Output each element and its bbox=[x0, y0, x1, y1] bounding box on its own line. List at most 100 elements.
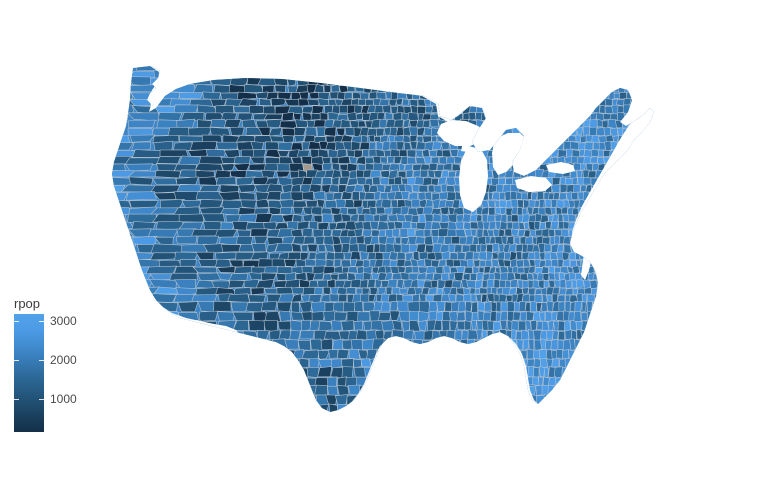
county-polygon bbox=[436, 394, 447, 405]
county-polygon bbox=[461, 244, 471, 253]
county-polygon bbox=[580, 184, 587, 192]
county-polygon bbox=[377, 384, 390, 397]
county-polygon bbox=[341, 191, 353, 200]
county-polygon bbox=[530, 70, 539, 79]
county-polygon bbox=[442, 162, 453, 171]
county-polygon bbox=[644, 92, 652, 101]
county-polygon bbox=[616, 177, 626, 186]
county-polygon bbox=[657, 252, 663, 261]
county-polygon bbox=[450, 91, 460, 100]
county-polygon bbox=[574, 105, 583, 114]
county-polygon bbox=[656, 266, 661, 273]
county-polygon bbox=[532, 135, 539, 143]
legend-colorbar[interactable] bbox=[14, 314, 44, 432]
county-polygon bbox=[341, 69, 353, 78]
county-polygon bbox=[382, 104, 391, 114]
county-polygon bbox=[407, 149, 417, 158]
county-polygon bbox=[198, 199, 224, 209]
county-polygon bbox=[279, 395, 295, 406]
county-polygon bbox=[584, 286, 593, 295]
county-polygon bbox=[424, 384, 436, 397]
county-polygon bbox=[568, 414, 576, 422]
county-polygon bbox=[357, 120, 367, 128]
county-polygon bbox=[413, 251, 420, 261]
county-polygon bbox=[297, 339, 311, 351]
county-polygon bbox=[651, 367, 654, 378]
county-polygon bbox=[349, 213, 359, 224]
county-polygon bbox=[614, 120, 624, 129]
county-polygon bbox=[618, 221, 626, 230]
county-polygon bbox=[229, 339, 250, 351]
county-polygon bbox=[622, 310, 630, 322]
county-polygon bbox=[460, 366, 469, 379]
county-polygon bbox=[523, 112, 533, 121]
county-polygon bbox=[203, 221, 224, 231]
county-polygon bbox=[176, 184, 201, 193]
county-polygon bbox=[377, 220, 389, 231]
county-polygon bbox=[650, 251, 654, 261]
county-polygon bbox=[633, 176, 642, 186]
county-polygon bbox=[421, 113, 432, 121]
county-polygon bbox=[211, 56, 236, 64]
county-polygon bbox=[317, 350, 331, 360]
county-polygon bbox=[598, 192, 606, 201]
county-polygon bbox=[353, 76, 364, 86]
county-polygon bbox=[130, 405, 162, 412]
county-polygon bbox=[661, 85, 669, 93]
county-polygon bbox=[594, 236, 604, 246]
county-polygon bbox=[313, 214, 323, 224]
county-polygon bbox=[191, 228, 219, 237]
county-polygon bbox=[626, 330, 635, 341]
county-polygon bbox=[196, 422, 222, 431]
county-polygon bbox=[412, 91, 420, 100]
county-polygon bbox=[634, 348, 642, 360]
county-polygon bbox=[651, 66, 654, 71]
county-polygon bbox=[112, 286, 134, 296]
county-polygon bbox=[347, 266, 359, 274]
county-polygon bbox=[310, 176, 323, 186]
county-polygon bbox=[593, 259, 601, 268]
county-polygon bbox=[648, 76, 654, 87]
county-polygon bbox=[280, 191, 293, 201]
county-polygon bbox=[213, 300, 232, 312]
county-polygon bbox=[517, 279, 524, 290]
county-polygon bbox=[596, 287, 604, 295]
county-polygon bbox=[365, 394, 378, 405]
county-polygon bbox=[607, 357, 616, 369]
county-polygon bbox=[627, 394, 635, 406]
county-polygon bbox=[608, 213, 615, 224]
county-polygon bbox=[320, 293, 333, 303]
county-polygon bbox=[182, 366, 208, 378]
county-polygon bbox=[437, 84, 447, 94]
county-polygon bbox=[556, 77, 565, 86]
county-polygon bbox=[460, 84, 469, 94]
county-polygon bbox=[530, 319, 537, 332]
county-polygon bbox=[567, 421, 572, 429]
county-polygon bbox=[668, 331, 679, 340]
county-polygon bbox=[378, 98, 390, 106]
county-polygon bbox=[630, 76, 639, 87]
county-polygon bbox=[644, 395, 652, 407]
county-polygon bbox=[386, 384, 396, 396]
county-polygon bbox=[456, 358, 466, 368]
county-polygon bbox=[524, 56, 533, 64]
county-polygon bbox=[353, 358, 362, 369]
county-polygon bbox=[223, 366, 244, 378]
county-polygon bbox=[478, 349, 486, 360]
county-polygon bbox=[496, 394, 504, 407]
county-polygon bbox=[518, 163, 526, 172]
county-polygon bbox=[274, 85, 287, 93]
county-polygon bbox=[611, 413, 619, 422]
county-polygon bbox=[147, 228, 179, 238]
county-polygon bbox=[601, 279, 608, 289]
county-polygon bbox=[539, 311, 546, 323]
county-polygon bbox=[464, 266, 473, 275]
county-polygon bbox=[605, 199, 613, 208]
county-polygon bbox=[356, 266, 364, 274]
county-polygon bbox=[434, 251, 444, 261]
county-polygon bbox=[204, 394, 225, 406]
county-polygon bbox=[640, 148, 648, 158]
county-polygon bbox=[148, 302, 179, 313]
